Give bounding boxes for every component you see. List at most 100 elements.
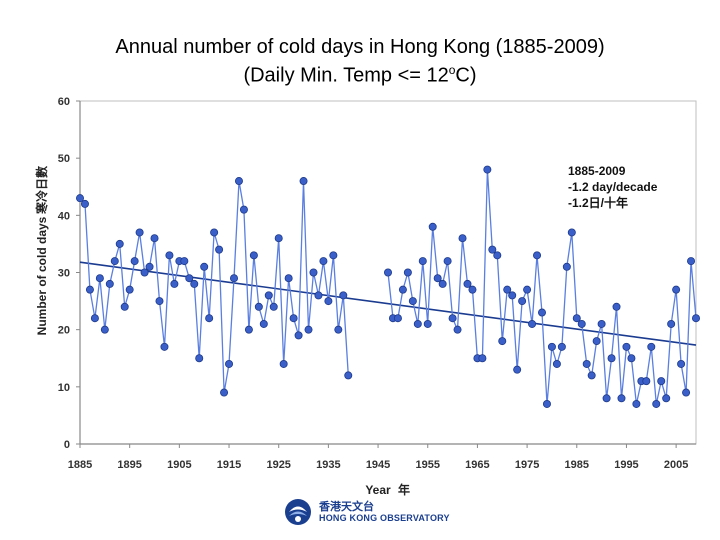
trend-line [79, 261, 697, 346]
data-point-1984 [567, 228, 576, 237]
data-point-1937 [334, 325, 343, 334]
y-tick-label-10: 10 [58, 382, 70, 394]
data-point-1886 [80, 199, 89, 208]
data-point-1893 [115, 239, 124, 248]
data-point-1971 [503, 285, 512, 294]
x-axis-label: Year [365, 483, 391, 497]
data-point-1961 [453, 325, 462, 334]
data-point-1908 [190, 279, 199, 288]
data-point-1954 [418, 257, 427, 266]
x-tick-label-1955: 1955 [415, 459, 439, 471]
data-point-1924 [269, 302, 278, 311]
data-point-1895 [125, 285, 134, 294]
annotation-3: -1.2日/十年 [568, 195, 628, 210]
data-point-1995 [622, 342, 631, 351]
logo-name-en: HONG KONG OBSERVATORY [319, 513, 450, 523]
degree-superscript: o [448, 63, 456, 77]
hko-logo-mark-icon [285, 499, 311, 525]
data-point-1951 [403, 268, 412, 277]
data-point-1888 [90, 314, 99, 323]
data-point-1927 [284, 274, 293, 283]
data-point-1952 [408, 297, 417, 306]
data-point-1968 [488, 245, 497, 254]
chart-title-line1: Annual number of cold days in Hong Kong … [115, 36, 605, 58]
y-tick-label-60: 60 [58, 96, 70, 108]
data-point-1907 [185, 274, 194, 283]
data-point-1939 [344, 371, 353, 380]
data-point-1982 [557, 342, 566, 351]
data-point-1900 [150, 234, 159, 243]
y-tick-label-0: 0 [64, 439, 70, 451]
data-point-1921 [254, 302, 263, 311]
data-point-1949 [393, 314, 402, 323]
data-point-1964 [468, 285, 477, 294]
data-point-2004 [667, 319, 676, 328]
x-tick-label-1995: 1995 [614, 459, 638, 471]
data-point-1991 [602, 394, 611, 403]
data-point-1912 [210, 228, 219, 237]
data-point-1987 [582, 359, 591, 368]
data-point-1989 [592, 337, 601, 346]
data-point-1917 [234, 177, 243, 186]
data-point-1980 [547, 342, 556, 351]
data-point-1990 [597, 319, 606, 328]
data-point-1993 [612, 302, 621, 311]
data-point-1914 [220, 388, 229, 397]
logo-name-cn: 香港天文台 [319, 500, 374, 513]
data-point-1903 [165, 251, 174, 260]
x-tick-label-1985: 1985 [565, 459, 589, 471]
chart-title-line2: (Daily Min. Temp <= 12oC) [0, 63, 720, 88]
data-point-1890 [100, 325, 109, 334]
data-point-1988 [587, 371, 596, 380]
data-point-1916 [229, 274, 238, 283]
data-point-1931 [304, 325, 313, 334]
y-tick-label-50: 50 [58, 153, 70, 165]
data-point-1999 [642, 377, 651, 386]
annotation-1: 1885-2009 [568, 164, 626, 178]
data-point-2002 [657, 377, 666, 386]
data-point-1994 [617, 394, 626, 403]
series-line-segment-2 [387, 169, 697, 405]
data-point-1997 [632, 399, 641, 408]
data-point-1956 [428, 222, 437, 231]
title-line2-suffix: C) [455, 64, 477, 87]
y-tick-label-30: 30 [58, 268, 70, 280]
data-point-1962 [458, 234, 467, 243]
data-point-2005 [672, 285, 681, 294]
data-point-1958 [438, 279, 447, 288]
x-tick-label-2005: 2005 [664, 459, 688, 471]
data-point-1899 [145, 262, 154, 271]
x-tick-label-1975: 1975 [515, 459, 539, 471]
data-point-1920 [249, 251, 258, 260]
trend-layer [79, 261, 697, 346]
data-point-1975 [523, 285, 532, 294]
data-point-1891 [105, 279, 114, 288]
data-point-1932 [309, 268, 318, 277]
data-point-1910 [200, 262, 209, 271]
data-point-2006 [677, 359, 686, 368]
data-point-2003 [662, 394, 671, 403]
data-point-1953 [413, 319, 422, 328]
x-axis-label-cn: 年 [398, 482, 410, 497]
annotation-2: -1.2 day/decade [568, 180, 658, 194]
data-point-2008 [687, 257, 696, 266]
data-point-1983 [562, 262, 571, 271]
data-point-1919 [244, 325, 253, 334]
data-point-1972 [508, 291, 517, 300]
data-point-1887 [85, 285, 94, 294]
data-point-1935 [324, 297, 333, 306]
data-point-1904 [170, 279, 179, 288]
data-point-1970 [498, 337, 507, 346]
data-point-1909 [195, 354, 204, 363]
title-line2-prefix: (Daily Min. Temp <= 12 [243, 64, 449, 87]
data-point-1906 [180, 257, 189, 266]
data-point-1966 [478, 354, 487, 363]
data-point-1925 [274, 234, 283, 243]
data-point-1985 [572, 314, 581, 323]
hko-logo: 香港天文台 HONG KONG OBSERVATORY [283, 497, 453, 527]
data-point-1955 [423, 319, 432, 328]
data-point-1930 [299, 177, 308, 186]
y-tick-label-20: 20 [58, 325, 70, 337]
data-point-1915 [225, 359, 234, 368]
x-tick-label-1925: 1925 [266, 459, 290, 471]
